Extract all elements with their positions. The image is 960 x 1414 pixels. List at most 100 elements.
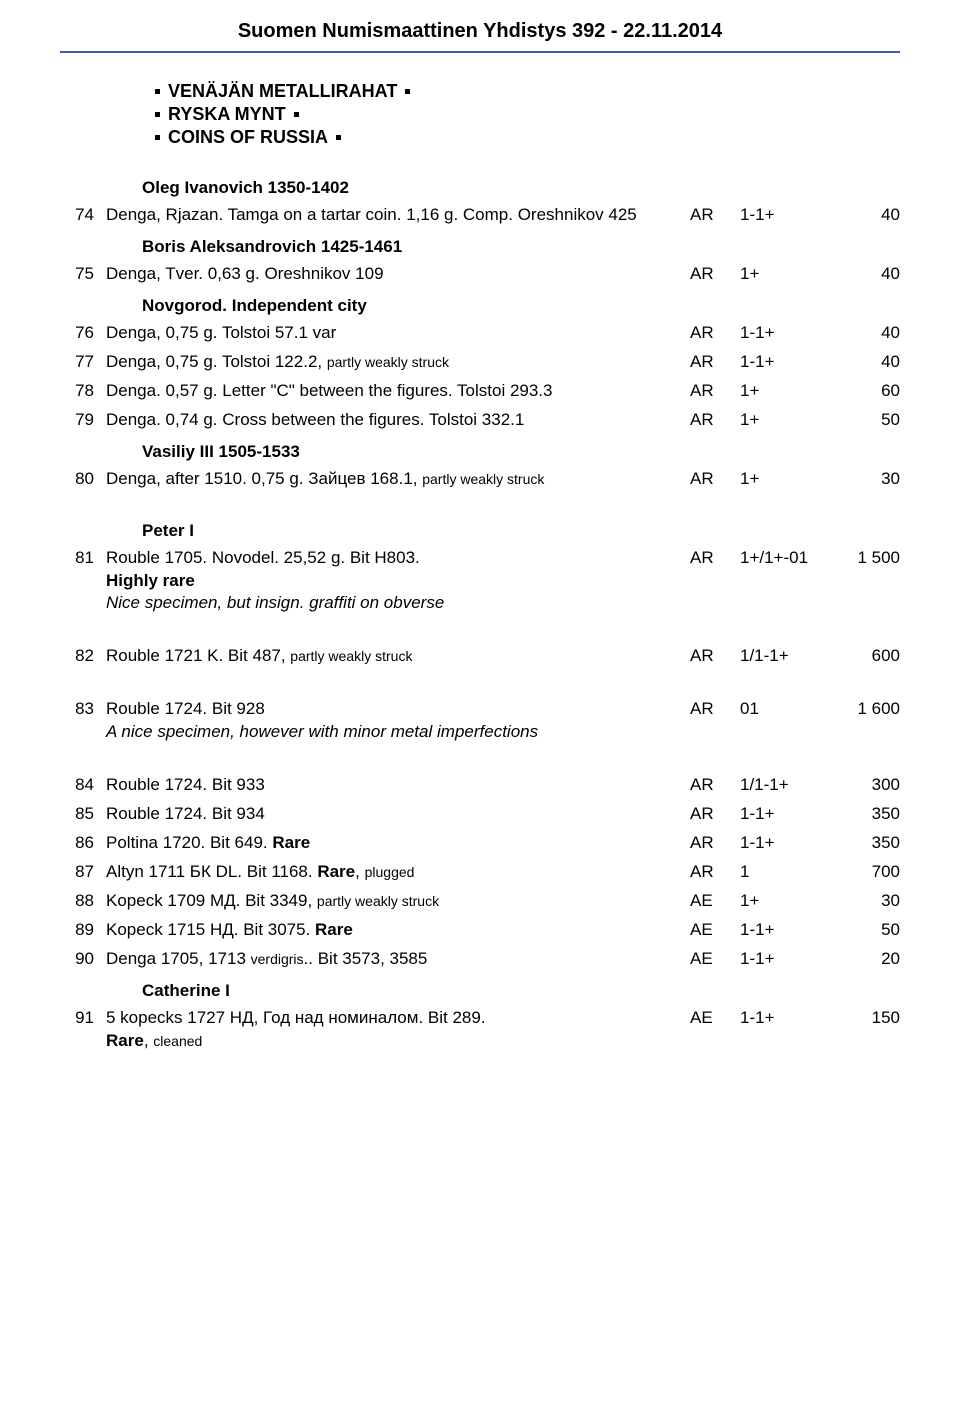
lot-metal: AR xyxy=(690,409,740,432)
lot-price: 40 xyxy=(830,263,900,286)
lot-grade: 1-1+ xyxy=(740,832,830,855)
ruler-heading: Catherine I xyxy=(142,981,900,1001)
lot-price: 600 xyxy=(830,645,900,668)
section-header-3: COINS OF RUSSIA xyxy=(155,127,900,148)
lot-row: 75 Denga, Tver. 0,63 g. Oreshnikov 109 A… xyxy=(60,263,900,286)
lot-grade: 1-1+ xyxy=(740,1007,830,1030)
lot-grade: 1-1+ xyxy=(740,322,830,345)
lot-price: 350 xyxy=(830,803,900,826)
lot-price: 50 xyxy=(830,919,900,942)
lot-description: Kopeck 1709 МД. Bit 3349, partly weakly … xyxy=(106,890,690,913)
lot-row: 87 Altyn 1711 БК DL. Bit 1168. Rare, plu… xyxy=(60,861,900,884)
lot-row: 89 Kopeck 1715 НД. Bit 3075. Rare AE 1-1… xyxy=(60,919,900,942)
lot-number: 79 xyxy=(60,409,106,432)
desc-text: Denga 1705, 1713 xyxy=(106,949,251,968)
lot-metal: AR xyxy=(690,832,740,855)
lot-row: 76 Denga, 0,75 g. Tolstoi 57.1 var AR 1-… xyxy=(60,322,900,345)
catalog-block-5: 84 Rouble 1724. Bit 933 AR 1/1-1+ 300 85… xyxy=(60,774,900,1052)
lot-row: 82 Rouble 1721 K. Bit 487, partly weakly… xyxy=(60,645,900,668)
lot-metal: AR xyxy=(690,698,740,721)
lot-grade: 1-1+ xyxy=(740,803,830,826)
lot-number: 78 xyxy=(60,380,106,403)
bullet-icon xyxy=(155,135,160,140)
lot-price: 1 500 xyxy=(830,547,900,570)
lot-metal: AE xyxy=(690,919,740,942)
desc-small: partly weakly struck xyxy=(317,893,439,909)
lot-description: Denga, 0,75 g. Tolstoi 57.1 var xyxy=(106,322,690,345)
desc-text: Rouble 1724. Bit 928 xyxy=(106,699,265,718)
lot-grade: 1+ xyxy=(740,380,830,403)
lot-number: 82 xyxy=(60,645,106,668)
lot-row: 79 Denga. 0,74 g. Cross between the figu… xyxy=(60,409,900,432)
lot-grade: 1 xyxy=(740,861,830,884)
lot-row: 88 Kopeck 1709 МД. Bit 3349, partly weak… xyxy=(60,890,900,913)
lot-grade: 1+ xyxy=(740,409,830,432)
desc-bold: Rare xyxy=(272,833,310,852)
lot-grade: 1+ xyxy=(740,263,830,286)
page-title: Suomen Numismaattinen Yhdistys 392 - 22.… xyxy=(60,20,900,43)
lot-description: Rouble 1724. Bit 934 xyxy=(106,803,690,826)
lot-number: 80 xyxy=(60,468,106,491)
bullet-icon xyxy=(405,89,410,94)
lot-row: 78 Denga. 0,57 g. Letter "C" between the… xyxy=(60,380,900,403)
lot-row: 80 Denga, after 1510. 0,75 g. Зайцев 168… xyxy=(60,468,900,491)
desc-text: Denga, after 1510. 0,75 g. Зайцев 168.1, xyxy=(106,469,422,488)
lot-description: Rouble 1721 K. Bit 487, partly weakly st… xyxy=(106,645,690,668)
lot-row: 74 Denga, Rjazan. Tamga on a tartar coin… xyxy=(60,204,900,227)
desc-small: partly weakly struck xyxy=(327,354,449,370)
lot-metal: AR xyxy=(690,263,740,286)
lot-grade: 1+ xyxy=(740,468,830,491)
desc-italic: A nice specimen, however with minor meta… xyxy=(106,722,538,741)
lot-grade: 01 xyxy=(740,698,830,721)
lot-metal: AR xyxy=(690,322,740,345)
lot-description: Rouble 1724. Bit 928 A nice specimen, ho… xyxy=(106,698,690,744)
lot-number: 76 xyxy=(60,322,106,345)
lot-number: 85 xyxy=(60,803,106,826)
lot-description: Rouble 1705. Novodel. 25,52 g. Bit H803.… xyxy=(106,547,690,616)
lot-description: Rouble 1724. Bit 933 xyxy=(106,774,690,797)
lot-description: Kopeck 1715 НД. Bit 3075. Rare xyxy=(106,919,690,942)
lot-grade: 1/1-1+ xyxy=(740,774,830,797)
lot-metal: AR xyxy=(690,861,740,884)
ruler-heading: Peter I xyxy=(142,521,900,541)
lot-number: 84 xyxy=(60,774,106,797)
lot-row: 86 Poltina 1720. Bit 649. Rare AR 1-1+ 3… xyxy=(60,832,900,855)
lot-metal: AR xyxy=(690,351,740,374)
desc-text: Altyn 1711 БК DL. Bit 1168. xyxy=(106,862,317,881)
section-header-text: COINS OF RUSSIA xyxy=(168,127,328,148)
desc-text: Kopeck 1715 НД. Bit 3075. xyxy=(106,920,315,939)
lot-grade: 1+/1+-01 xyxy=(740,547,830,570)
lot-metal: AE xyxy=(690,1007,740,1030)
lot-description: Denga, Rjazan. Tamga on a tartar coin. 1… xyxy=(106,204,690,227)
desc-bold: Rare xyxy=(106,1031,144,1050)
lot-grade: 1+ xyxy=(740,890,830,913)
desc-text: Rouble 1705. Novodel. 25,52 g. Bit H803. xyxy=(106,548,420,567)
desc-bold: Rare xyxy=(315,920,353,939)
lot-grade: 1-1+ xyxy=(740,204,830,227)
ruler-heading: Vasiliy III 1505-1533 xyxy=(142,442,900,462)
lot-grade: 1-1+ xyxy=(740,948,830,971)
desc-bold: Highly rare xyxy=(106,571,195,590)
desc-small: verdigris xyxy=(251,951,304,967)
lot-grade: 1-1+ xyxy=(740,351,830,374)
catalog-block-3: 82 Rouble 1721 K. Bit 487, partly weakly… xyxy=(60,645,900,668)
lot-metal: AR xyxy=(690,774,740,797)
desc-text: Denga, 0,75 g. Tolstoi 122.2, xyxy=(106,352,327,371)
lot-price: 300 xyxy=(830,774,900,797)
lot-price: 40 xyxy=(830,351,900,374)
lot-metal: AE xyxy=(690,890,740,913)
desc-small: cleaned xyxy=(153,1033,202,1049)
lot-price: 40 xyxy=(830,322,900,345)
desc-text: .. Bit 3573, 3585 xyxy=(304,949,428,968)
desc-text: Poltina 1720. Bit 649. xyxy=(106,833,272,852)
lot-row: 77 Denga, 0,75 g. Tolstoi 122.2, partly … xyxy=(60,351,900,374)
bullet-icon xyxy=(336,135,341,140)
desc-bold: Rare xyxy=(317,862,355,881)
lot-number: 75 xyxy=(60,263,106,286)
lot-price: 60 xyxy=(830,380,900,403)
bullet-icon xyxy=(155,112,160,117)
lot-metal: AR xyxy=(690,468,740,491)
lot-price: 50 xyxy=(830,409,900,432)
lot-description: Denga. 0,57 g. Letter "C" between the fi… xyxy=(106,380,690,403)
lot-number: 83 xyxy=(60,698,106,721)
